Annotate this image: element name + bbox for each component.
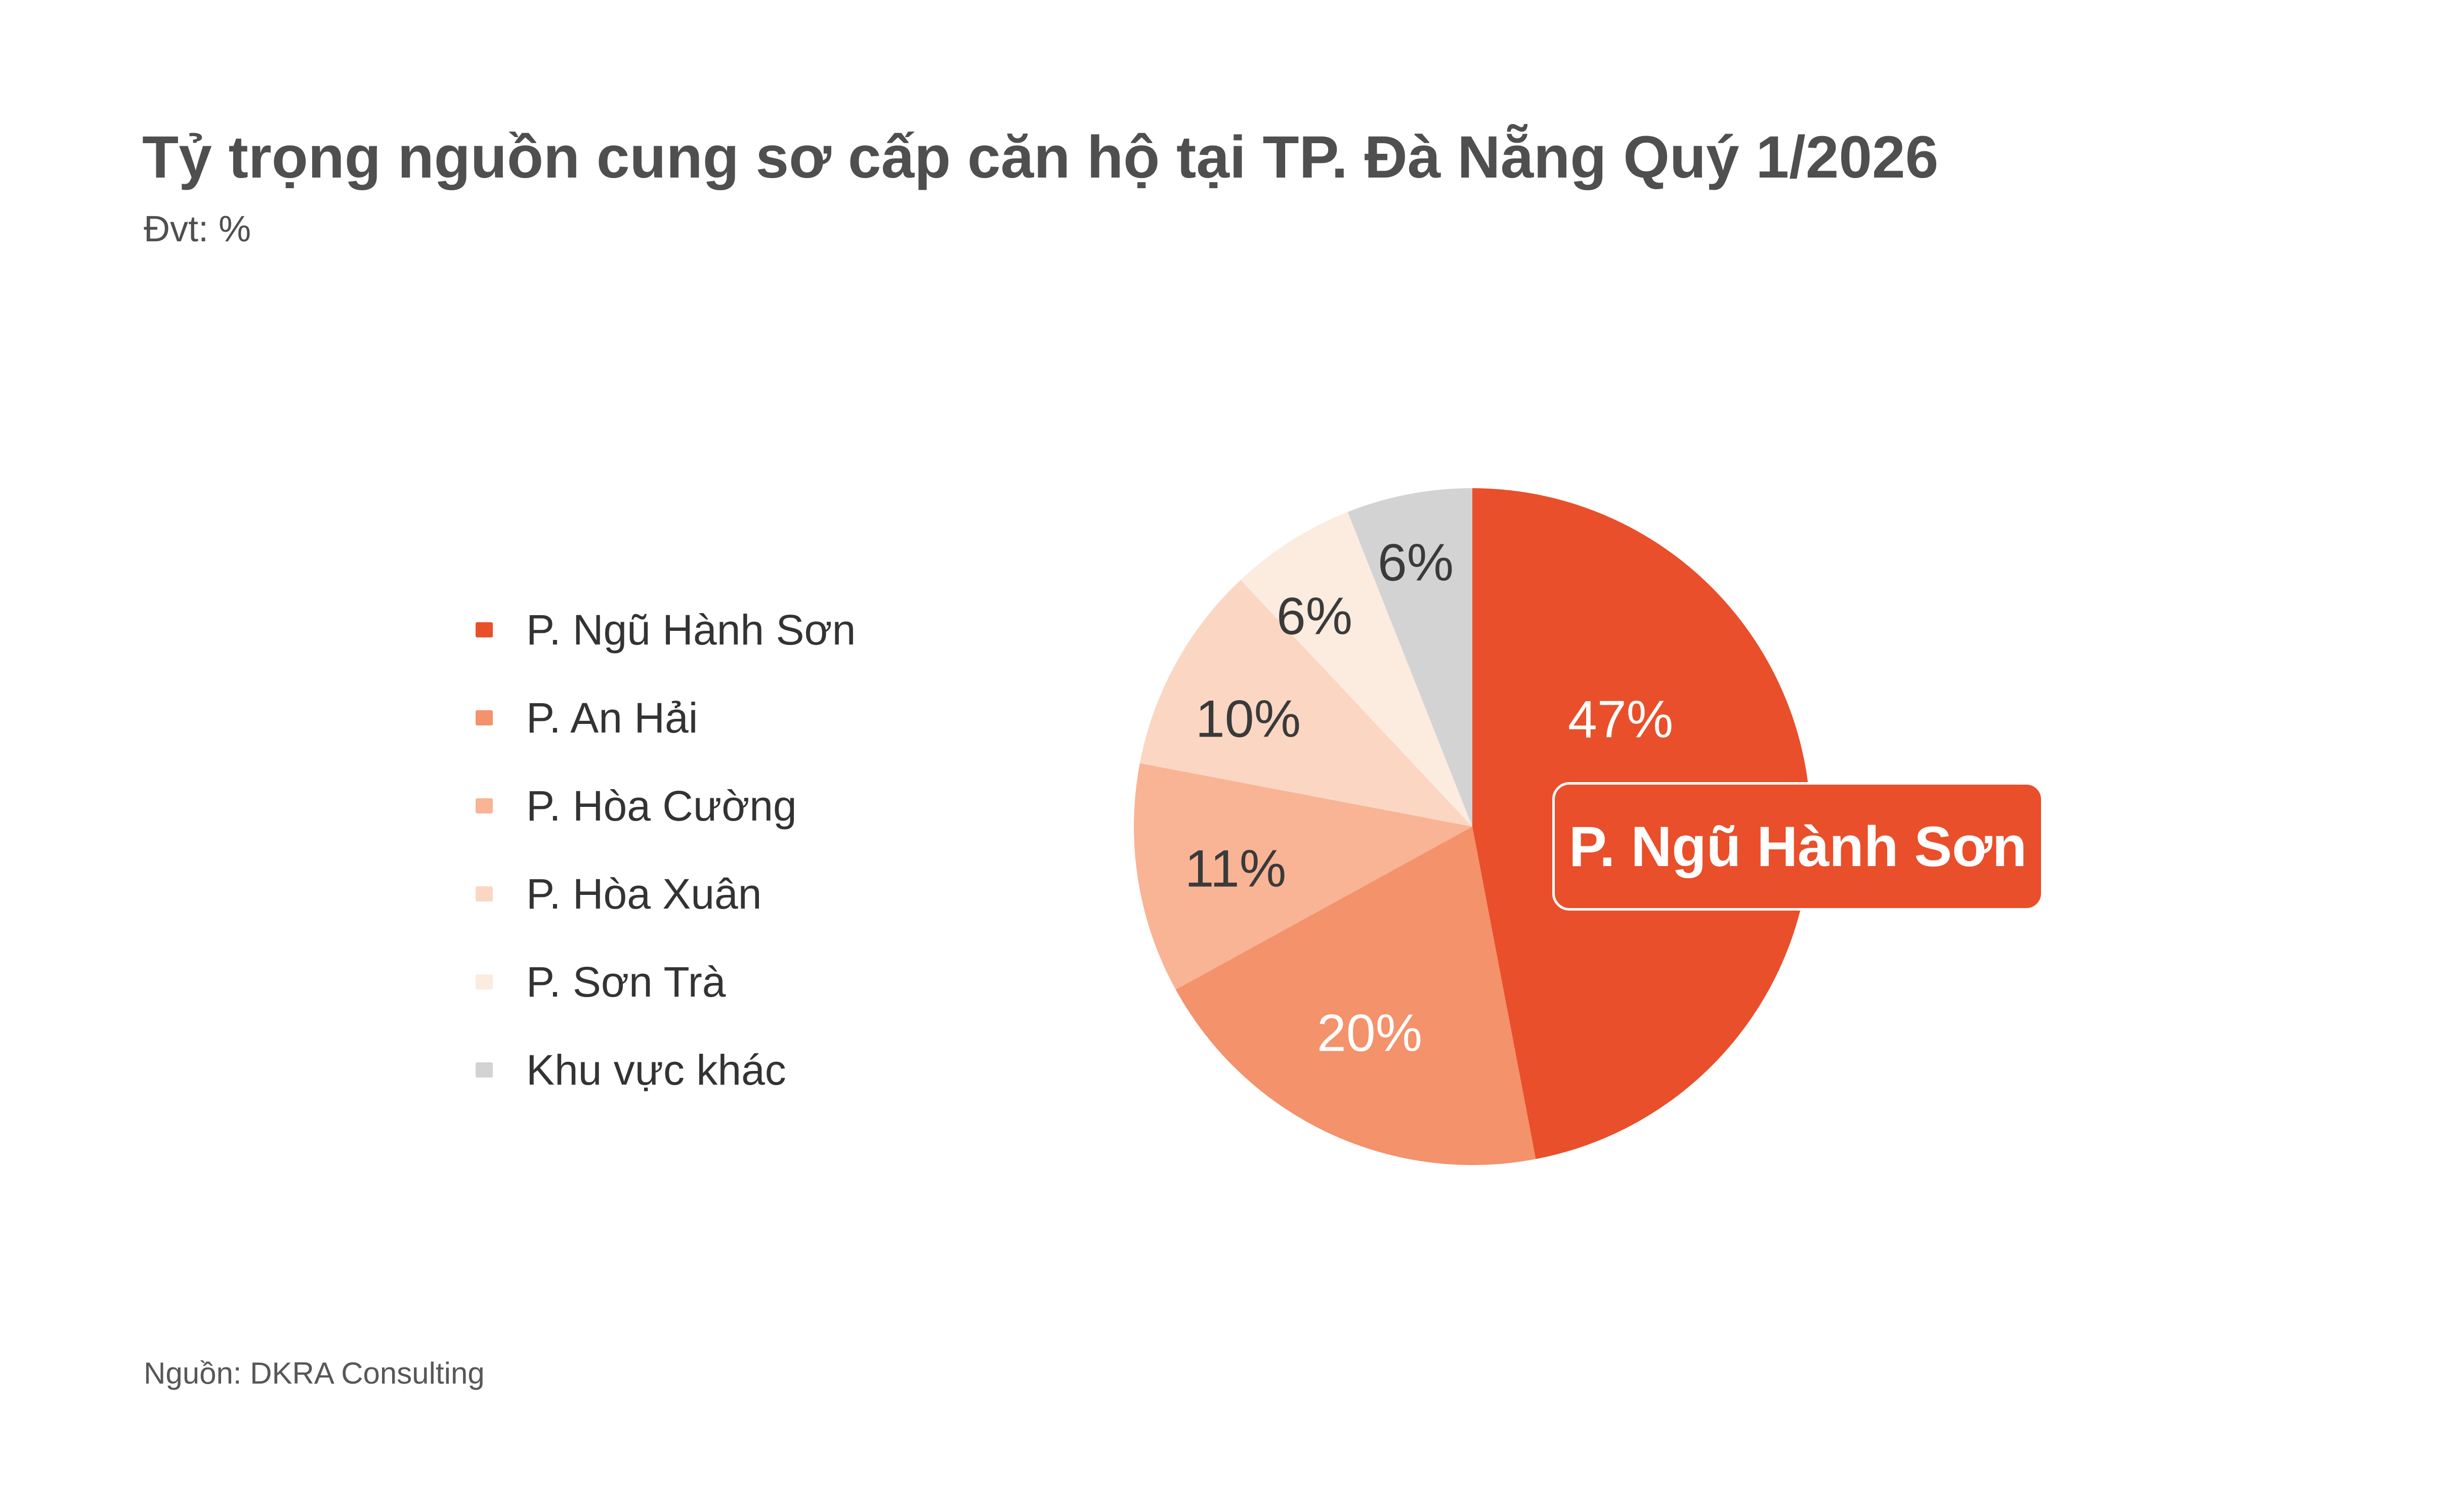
pie-value-label: 11%: [1184, 839, 1287, 898]
pie-slice[interactable]: [1134, 763, 1472, 990]
legend-item-an-hai[interactable]: P. An Hải: [476, 674, 856, 762]
legend-item-hoa-cuong[interactable]: P. Hòa Cường: [476, 762, 856, 850]
legend-swatch: [476, 1062, 493, 1078]
pie-tooltip: P. Ngũ Hành Sơn: [1552, 782, 2044, 911]
pie-value-label: 47%: [1567, 690, 1674, 749]
legend-swatch: [476, 622, 493, 637]
pie-value-label: 20%: [1316, 1004, 1423, 1063]
legend-label: P. Hòa Cường: [526, 782, 797, 830]
pie-slice[interactable]: [1347, 488, 1472, 827]
legend-swatch: [476, 798, 493, 813]
pie-value-label: 6%: [1377, 533, 1454, 592]
pie-tooltip-label: P. Ngũ Hành Sơn: [1568, 814, 2027, 878]
legend-swatch: [476, 974, 493, 990]
legend-item-khu-vuc-khac[interactable]: Khu vực khác: [476, 1026, 856, 1114]
pie-slice[interactable]: [1241, 511, 1472, 827]
legend-swatch: [476, 886, 493, 901]
legend-item-son-tra[interactable]: P. Sơn Trà: [476, 938, 856, 1026]
legend-swatch: [476, 710, 493, 725]
source-note: Nguồn: DKRA Consulting: [144, 1356, 485, 1390]
pie-slice[interactable]: [1139, 580, 1472, 827]
pie-chart[interactable]: [1134, 488, 1811, 1165]
chart-title: Tỷ trọng nguồn cung sơ cấp căn hộ tại TP…: [142, 124, 1939, 191]
legend-label: P. Ngũ Hành Sơn: [526, 606, 856, 654]
legend-label: P. Sơn Trà: [526, 958, 726, 1006]
legend-label: P. An Hải: [526, 694, 698, 742]
legend: P. Ngũ Hành Sơn P. An Hải P. Hòa Cường P…: [476, 586, 856, 1114]
legend-label: P. Hòa Xuân: [526, 870, 762, 918]
legend-label: Khu vực khác: [526, 1046, 786, 1094]
pie-value-label: 6%: [1276, 587, 1353, 646]
pie-value-label: 10%: [1195, 690, 1301, 749]
pie-slice[interactable]: [1175, 827, 1536, 1165]
legend-item-ngu-hanh-son[interactable]: P. Ngũ Hành Sơn: [476, 586, 856, 674]
legend-item-hoa-xuan[interactable]: P. Hòa Xuân: [476, 850, 856, 938]
unit-note: Đvt: %: [144, 209, 251, 249]
